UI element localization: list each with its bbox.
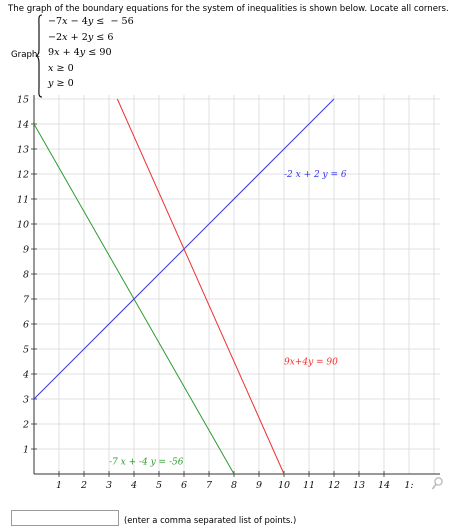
boundary-line-3 xyxy=(116,98,285,475)
x-tick-label: 10 xyxy=(278,480,290,491)
equation-label-2: -2 x + 2 y = 6 xyxy=(284,170,347,180)
y-tick-label: 1 xyxy=(23,445,29,456)
x-tick-label: 1 xyxy=(56,480,62,491)
y-tick-label: 3 xyxy=(23,395,29,406)
y-tick-label: 11 xyxy=(17,195,29,206)
inequality-1: −7x − 4y ≤ − 56 xyxy=(48,16,134,27)
graph-label: Graph: xyxy=(11,50,41,60)
x-tick-label: 11 xyxy=(303,480,315,491)
problem-prompt: The graph of the boundary equations for … xyxy=(8,4,449,14)
y-tick-label: 4 xyxy=(22,370,29,381)
x-tick-label: 7 xyxy=(206,480,213,491)
inequality-graph: 1 2 3 4 5 6 7 8 9 10 11 12 13 14 1:1234567891011121314… xyxy=(17,95,440,491)
x-tick-label: 2 xyxy=(80,480,87,491)
inequality-4: x ≥ 0 xyxy=(48,62,74,74)
inequality-5: y ≥ 0 xyxy=(48,78,74,89)
x-tick-label: 1: xyxy=(404,480,413,491)
y-tick-label: 14 xyxy=(17,120,29,131)
y-tick-label: 15 xyxy=(17,95,29,106)
x-tick-label: 12 xyxy=(328,480,340,491)
x-tick-label: 9 xyxy=(256,480,262,491)
answer-hint: (enter a comma separated list of points.… xyxy=(124,515,297,525)
x-tick-label: 5 xyxy=(156,480,162,491)
equation-label-1: -7 x + -4 y = -56 xyxy=(109,458,184,468)
y-tick-label: 10 xyxy=(17,220,29,231)
y-tick-label: 2 xyxy=(22,420,29,431)
inequality-2: −2x + 2y ≤ 6 xyxy=(48,31,114,43)
inequality-system: −7x − 4y ≤ − 56 −2x + 2y ≤ 6 9x + 4y ≤ 9… xyxy=(48,14,134,92)
x-tick-label: 14 xyxy=(378,480,390,491)
y-tick-label: 8 xyxy=(23,270,29,281)
y-tick-label: 6 xyxy=(23,320,29,331)
x-tick-label: 6 xyxy=(181,480,187,491)
x-tick-label: 13 xyxy=(353,480,365,491)
y-tick-label: 7 xyxy=(23,295,30,306)
y-tick-label: 12 xyxy=(17,170,29,181)
y-tick-label: 9 xyxy=(23,245,29,256)
y-tick-label: 5 xyxy=(23,345,29,356)
equation-label-3: 9x+4y = 90 xyxy=(284,358,338,368)
x-tick-label: 3 xyxy=(106,480,112,491)
answer-input[interactable] xyxy=(11,510,119,526)
x-tick-label: 4 xyxy=(130,480,137,491)
magnifier-icon[interactable] xyxy=(431,476,444,492)
inequality-3: 9x + 4y ≤ 90 xyxy=(48,47,112,58)
system-brace xyxy=(36,14,43,98)
y-tick-label: 13 xyxy=(17,145,29,156)
x-tick-label: 8 xyxy=(231,480,237,491)
